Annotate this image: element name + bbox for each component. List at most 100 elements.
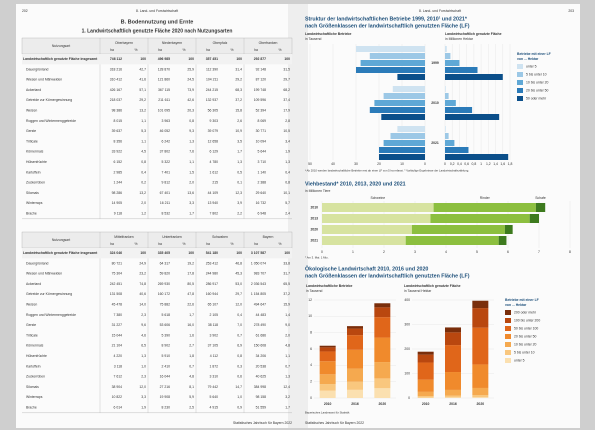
- x-tick-label: 2010: [324, 402, 332, 406]
- cell: 16 732: [256, 201, 266, 205]
- bar: [369, 53, 425, 59]
- cell: 4 220: [114, 354, 123, 358]
- x-tick-label: 2016: [449, 402, 457, 406]
- legend-swatch: [517, 88, 523, 93]
- legend-label: 100 bis unter 200: [514, 318, 540, 322]
- bar: [374, 100, 425, 106]
- cell: 3,9: [237, 201, 242, 205]
- cell: 1,7: [189, 313, 194, 317]
- series-label: Rinder: [480, 196, 491, 200]
- cell: 5 640: [210, 395, 219, 399]
- x-tick-label: 1,6: [500, 162, 505, 166]
- cell: 41,6: [139, 78, 146, 82]
- cell: 38 118: [208, 323, 218, 327]
- cell: 51 559: [256, 406, 266, 410]
- unit-header: %: [230, 242, 233, 246]
- cell: 541 180: [206, 251, 218, 255]
- row-label: Gerste: [26, 129, 36, 133]
- cell: 68,3: [235, 88, 242, 92]
- cell: 10 094: [256, 139, 266, 143]
- cell: 0,7: [237, 333, 242, 337]
- legend-label: 10 bis unter 20: [526, 80, 549, 84]
- panel-title: Landwirtschaftliche Betriebe: [305, 32, 351, 36]
- x-tick-label: 1,2: [486, 162, 491, 166]
- cell: 3,5: [237, 139, 242, 143]
- bar-segment: [411, 225, 505, 234]
- cell: 10,5: [283, 129, 290, 133]
- bar-segment: [374, 362, 391, 379]
- cell: 13,6: [187, 191, 194, 195]
- row-label: Wiesen und Mähweiden: [26, 272, 62, 276]
- cell: 73,9: [187, 88, 194, 92]
- panel-title: Landwirtschaftlich genutzte Fläche: [445, 32, 502, 36]
- bar-segment: [472, 308, 489, 328]
- cell: 1,5: [189, 170, 194, 174]
- cell: 46,8: [235, 261, 242, 265]
- x-tick-label: 2016: [351, 402, 359, 406]
- cell: 38 904: [112, 385, 122, 389]
- cell: 8 230: [162, 406, 171, 410]
- stub-header: Nutzungsart: [52, 238, 70, 242]
- footer: Statistisches Jahrbuch für Bayern 2022: [305, 421, 364, 425]
- cell: 1,2: [141, 212, 146, 216]
- bar-segment: [374, 303, 391, 308]
- y-tick-label: 6: [310, 347, 312, 351]
- cell: 5,7: [285, 201, 290, 205]
- cell: 278 490: [254, 323, 266, 327]
- cell: 0,8: [141, 160, 146, 164]
- region-header: Unterfranken: [162, 235, 182, 239]
- y-tick-label: 2: [310, 380, 312, 384]
- cell: 1,3: [285, 160, 290, 164]
- series-label: Schafe: [535, 196, 546, 200]
- bar-segment: [319, 384, 336, 391]
- cell: 29,2: [235, 78, 242, 82]
- cell: 0,1: [237, 181, 242, 185]
- cell: 12,0: [139, 385, 146, 389]
- cell: 494 647: [254, 303, 266, 307]
- legend-label: 10 bis unter 20: [514, 342, 537, 346]
- cell: 37 802: [160, 150, 170, 154]
- cell: 150 608: [254, 344, 266, 348]
- cell: 67 401: [160, 191, 170, 195]
- cell: 92 148: [256, 67, 266, 71]
- row-label: Gerste: [26, 323, 36, 327]
- cell: 5,9: [189, 395, 194, 399]
- cell: 121 860: [158, 78, 170, 82]
- cell: 65,5: [283, 282, 290, 286]
- cell: 53,0: [235, 282, 242, 286]
- x-tick-label: 0: [321, 250, 323, 254]
- cell: 100: [140, 57, 146, 61]
- y-tick-label: 2021: [310, 238, 318, 242]
- gutter-shadow: [288, 4, 308, 428]
- cell: 5 910: [162, 354, 171, 358]
- unit-header: %: [278, 48, 281, 52]
- source: Bayerisches Landesamt für Statistik: [305, 411, 350, 415]
- cell: 5 390: [162, 333, 171, 337]
- legend-swatch: [505, 358, 511, 363]
- cell: 2,8: [285, 119, 290, 123]
- footer: Statistisches Jahrbuch für Bayern 2022: [233, 421, 292, 425]
- cell: 53 606: [160, 323, 170, 327]
- cell: 109 596: [254, 98, 266, 102]
- cell: 5,3: [141, 129, 146, 133]
- cell: 8 069: [258, 119, 267, 123]
- page-number: 203: [568, 9, 574, 13]
- cell: 2,0: [189, 181, 194, 185]
- cell: 6 242: [162, 139, 171, 143]
- unit-header: ha: [110, 242, 114, 246]
- bar: [445, 93, 449, 99]
- bar-segment: [347, 368, 363, 382]
- bar-segment: [347, 349, 363, 369]
- bar-segment: [417, 396, 434, 398]
- cell: 3,3: [189, 201, 194, 205]
- region-header: Niederbayern: [162, 41, 182, 45]
- legend-swatch: [505, 326, 511, 331]
- bar-segment: [445, 395, 461, 398]
- bar-segment: [347, 328, 363, 336]
- cell: 17,8: [187, 272, 194, 276]
- cell: 2,3: [141, 313, 146, 317]
- chart-title: nach Größenklassen der landwirtschaftlic…: [305, 23, 470, 29]
- legend-swatch: [517, 72, 523, 77]
- row-label: Dauergrünland: [26, 261, 49, 265]
